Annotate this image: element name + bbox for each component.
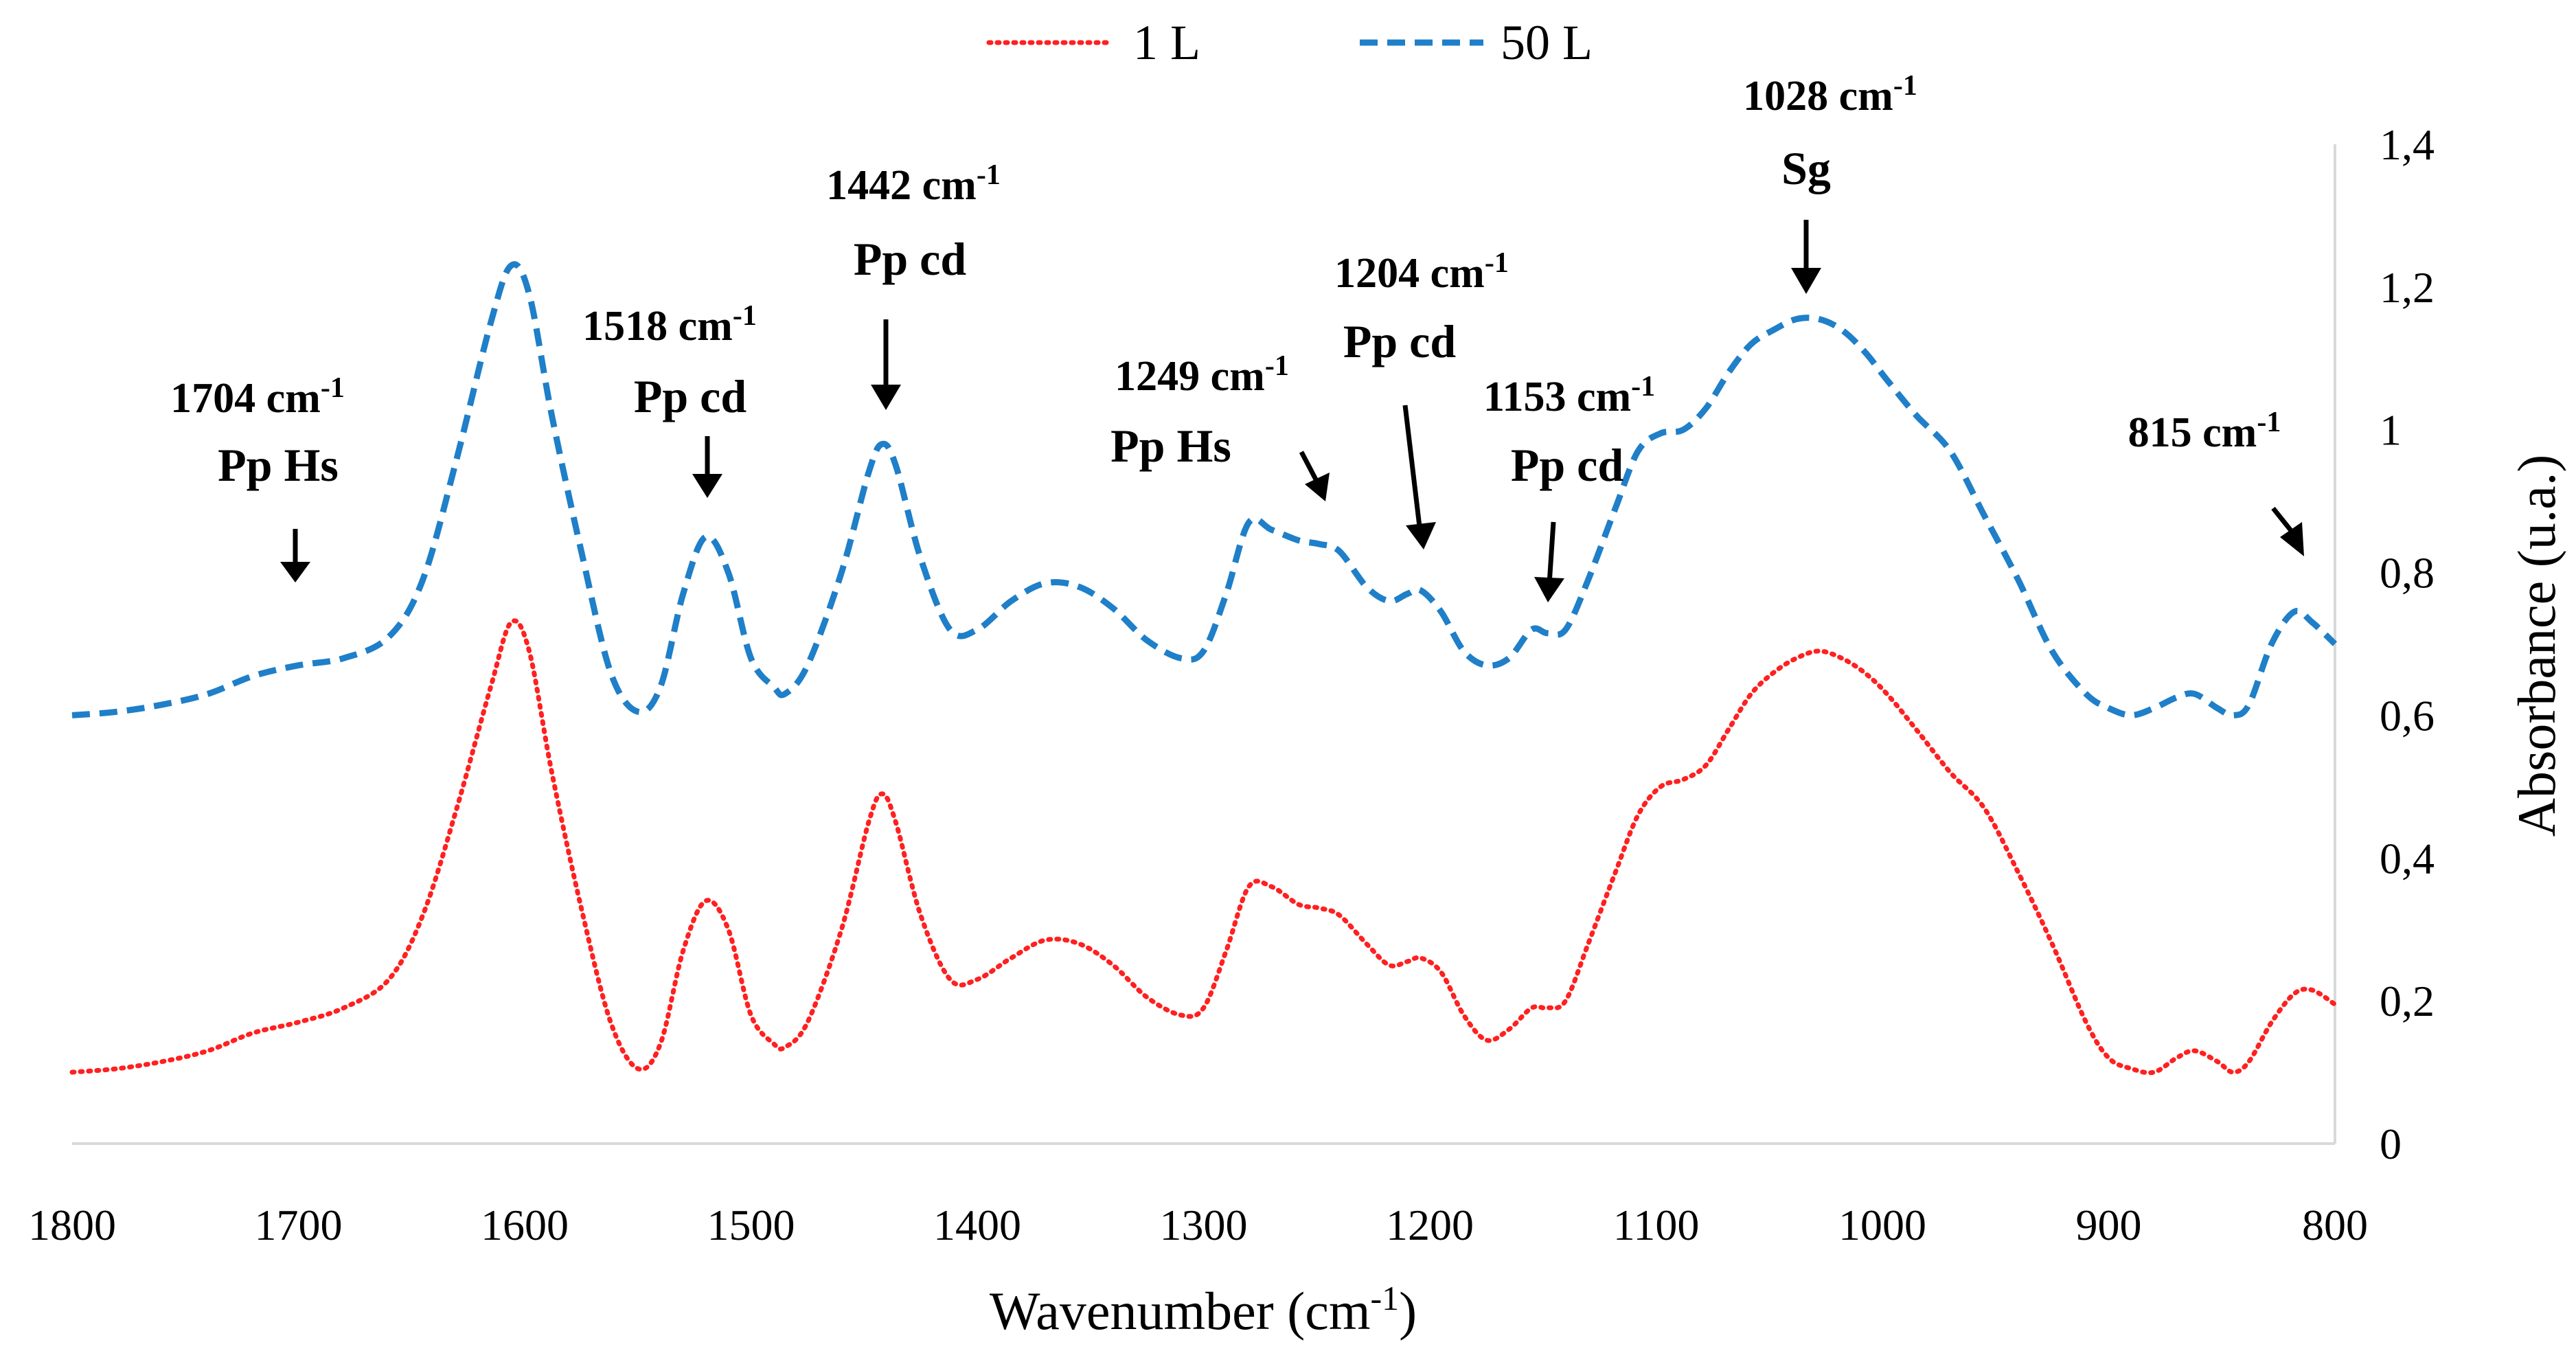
y-tick-label: 1,2: [2380, 263, 2435, 312]
annotation-1249-arrow: [1299, 451, 1319, 482]
annotation-815-arrowhead: [2280, 522, 2304, 556]
legend-label-1l: 1 L: [1133, 15, 1200, 70]
annotation-1704-wavenumber: 1704 cm-1: [170, 372, 345, 422]
annotation-1153-arrowhead: [1534, 577, 1564, 602]
annotation-1153-label: Pp cd: [1511, 439, 1624, 491]
annotation-815-arrow: [2271, 506, 2294, 534]
x-tick-label: 1000: [1838, 1201, 1926, 1249]
annotation-1028-wavenumber: 1028 cm-1: [1743, 70, 1917, 120]
y-axis-title: Absorbance (u.a.): [2507, 455, 2566, 837]
annotation-1704-arrowhead: [280, 562, 310, 582]
x-tick-labels: 1800 1700 1600 1500 1400 1300 1200 1100 1000 900 8…: [28, 1201, 2368, 1249]
annotation-1704: 1704 cm-1 Pp Hs: [170, 372, 345, 582]
annotation-815: 815 cm-1: [2128, 407, 2304, 556]
y-tick-label: 0,4: [2380, 834, 2435, 883]
annotation-1518-label: Pp cd: [634, 370, 747, 422]
y-tick-label: 0,2: [2380, 977, 2435, 1025]
x-tick-label: 800: [2302, 1201, 2368, 1249]
x-tick-label: 1800: [28, 1201, 116, 1249]
annotation-1442-arrowhead: [871, 385, 901, 410]
annotation-1204-wavenumber: 1204 cm-1: [1334, 247, 1509, 297]
annotation-1518-arrowhead: [692, 474, 722, 498]
y-tick-label: 1: [2380, 406, 2402, 455]
x-axis-title: Wavenumber (cm-1): [990, 1279, 1417, 1341]
annotation-1028-label: Sg: [1781, 142, 1831, 194]
annotation-1153-arrow: [1547, 521, 1556, 584]
x-tick-label: 1700: [255, 1201, 343, 1249]
annotation-1028: 1028 cm-1 Sg: [1743, 70, 1917, 294]
annotation-1204: 1204 cm-1 Pp cd: [1334, 247, 1509, 549]
annotation-1442-label: Pp cd: [854, 233, 967, 285]
annotation-1442-wavenumber: 1442 cm-1: [826, 159, 1001, 209]
annotation-1153: 1153 cm-1 Pp cd: [1483, 371, 1655, 602]
annotation-1204-arrowhead: [1406, 522, 1436, 549]
legend: 1 L 50 L: [986, 15, 1593, 70]
annotation-1153-wavenumber: 1153 cm-1: [1483, 371, 1655, 420]
series-line-1l: [69, 618, 2338, 1076]
annotation-1204-label: Pp cd: [1343, 315, 1457, 367]
annotation-1204-arrow: [1402, 405, 1423, 533]
x-tick-label: 1300: [1160, 1201, 1248, 1249]
series-line-50l: [71, 261, 2338, 718]
annotation-1249-label: Pp Hs: [1110, 420, 1231, 472]
y-tick-label: 0,6: [2380, 691, 2435, 740]
annotation-1249-wavenumber: 1249 cm-1: [1115, 350, 1289, 400]
legend-label-50l: 50 L: [1501, 15, 1593, 70]
annotation-1518: 1518 cm-1 Pp cd: [582, 300, 757, 498]
y-tick-label: 0: [2380, 1120, 2402, 1168]
annotation-1249: 1249 cm-1 Pp Hs: [1110, 350, 1330, 501]
annotation-1442: 1442 cm-1 Pp cd: [826, 159, 1001, 410]
annotation-815-wavenumber: 815 cm-1: [2128, 407, 2281, 456]
annotation-1704-label: Pp Hs: [218, 439, 339, 491]
x-tick-label: 900: [2076, 1201, 2142, 1249]
x-tick-label: 1100: [1613, 1201, 1700, 1249]
annotation-1518-wavenumber: 1518 cm-1: [582, 300, 757, 350]
x-tick-label: 1200: [1386, 1201, 1474, 1249]
x-tick-label: 1400: [933, 1201, 1021, 1249]
y-tick-labels: 0 0,2 0,4 0,6 0,8 1 1,2 1,4: [2380, 120, 2435, 1168]
x-tick-label: 1500: [707, 1201, 795, 1249]
y-tick-label: 1,4: [2380, 120, 2435, 169]
annotation-1249-arrowhead: [1305, 473, 1330, 501]
y-tick-label: 0,8: [2380, 549, 2435, 598]
x-tick-label: 1600: [481, 1201, 569, 1249]
annotation-1028-arrowhead: [1791, 268, 1821, 294]
